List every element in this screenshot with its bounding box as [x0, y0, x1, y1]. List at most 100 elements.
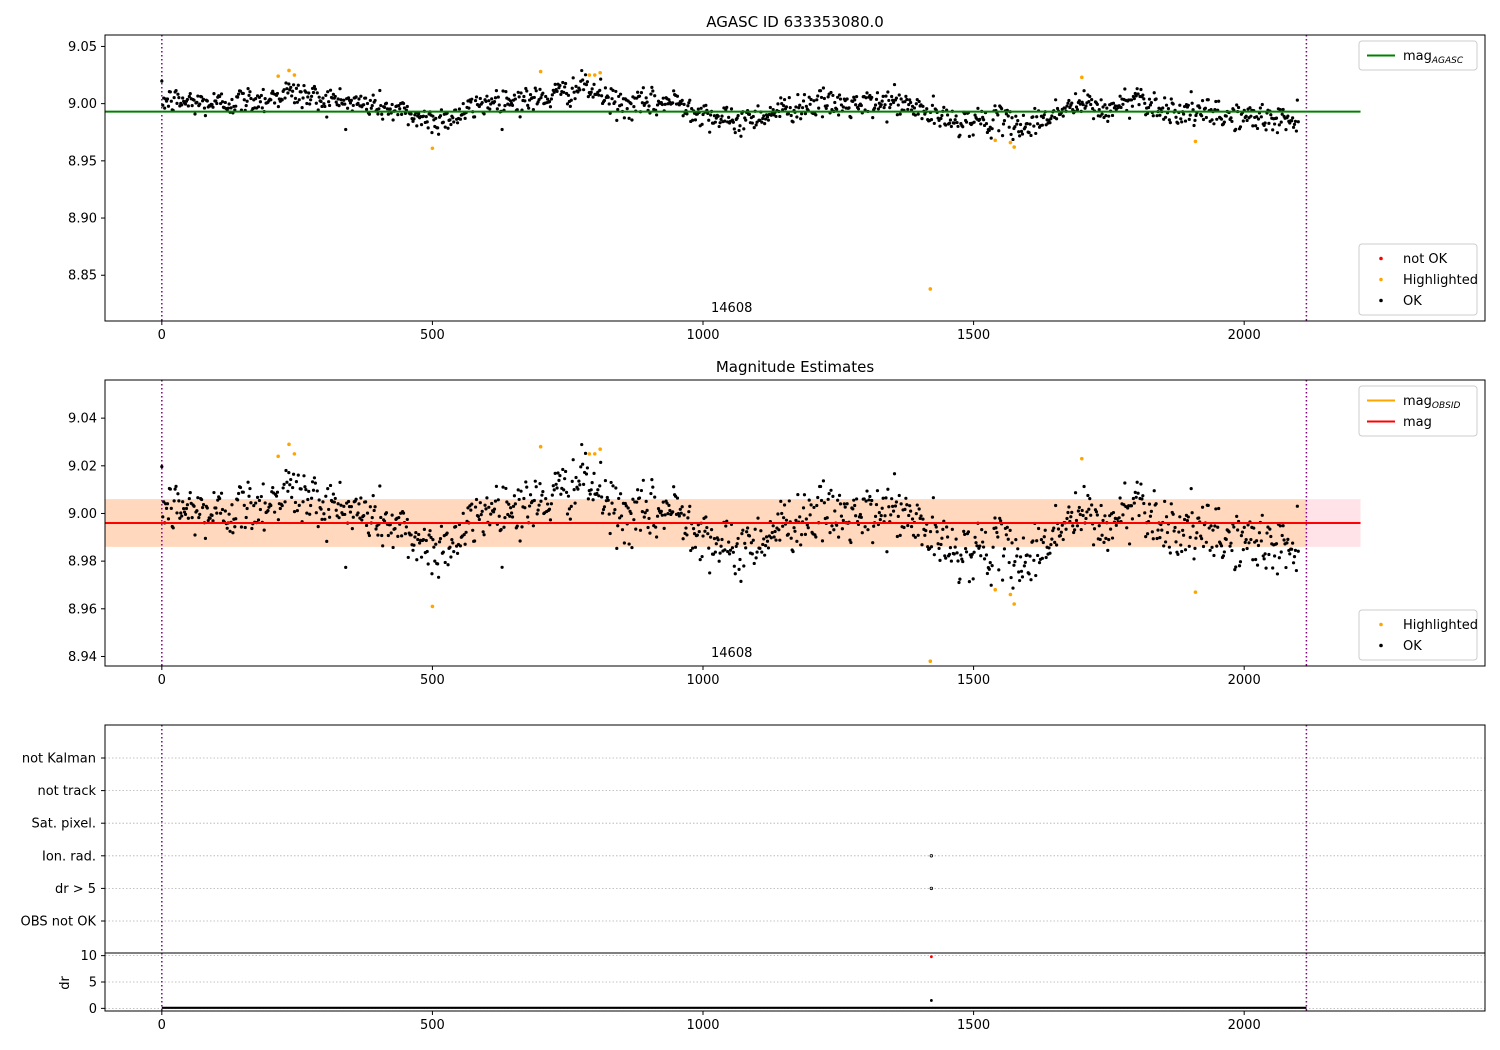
- estimates-ok-point: [1094, 510, 1099, 514]
- estimates-ok-point: [184, 506, 189, 511]
- estimates-ok-point: [563, 477, 567, 481]
- dr-x-tick-label: 500: [420, 1018, 445, 1033]
- estimates-ok-point: [697, 530, 701, 534]
- estimates-ok-point: [1212, 553, 1216, 558]
- agasc-ok-point: [1235, 103, 1239, 107]
- estimates-ok-point: [906, 523, 910, 528]
- agasc-ok-point: [1198, 106, 1202, 110]
- agasc-ok-point: [558, 83, 562, 88]
- agasc-ok-point: [284, 81, 288, 85]
- estimates-ok-point: [1179, 543, 1183, 547]
- agasc-ok-point: [955, 120, 959, 125]
- estimates-ok-point: [454, 525, 458, 529]
- estimates-ok-point: [1206, 503, 1210, 508]
- agasc-ok-point: [291, 83, 296, 87]
- estimates-ok-point: [1059, 530, 1063, 534]
- estimates-ok-point: [429, 535, 433, 540]
- agasc-ok-point: [1084, 104, 1088, 108]
- estimates-ok-point: [1065, 516, 1069, 521]
- agasc-ok-point: [1275, 131, 1280, 135]
- estimates-ok-point: [990, 564, 994, 568]
- estimates-highlighted-point: [292, 452, 297, 456]
- agasc-ok-point: [907, 102, 911, 107]
- estimates-ok-point: [548, 518, 553, 522]
- estimates-ok-point: [596, 488, 600, 492]
- estimates-ok-point: [403, 532, 408, 536]
- agasc-ok-point: [1161, 106, 1165, 110]
- estimates-ok-point: [342, 504, 346, 508]
- estimates-ok-point: [727, 540, 731, 544]
- agasc-highlighted-point: [592, 73, 597, 77]
- estimates-ok-point: [497, 514, 501, 518]
- estimates-ok-point: [934, 525, 938, 529]
- estimates-ok-point: [269, 503, 273, 508]
- estimates-frame: [104, 379, 1486, 667]
- agasc-ok-point: [873, 103, 878, 107]
- agasc-legend-box: [1358, 40, 1478, 71]
- estimates-ok-point: [632, 518, 636, 522]
- estimates-ok-point: [1054, 543, 1059, 547]
- estimates-highlighted-point: [598, 447, 602, 451]
- estimates-ok-point: [301, 500, 305, 504]
- agasc-ok-point: [180, 103, 184, 107]
- estimates-ok-point: [795, 539, 799, 543]
- agasc-ok-point: [835, 107, 839, 111]
- agasc-ok-point: [880, 99, 884, 103]
- estimates-ok-point: [579, 465, 583, 469]
- agasc-ok-point: [1048, 121, 1052, 125]
- estimates-ok-point: [348, 510, 353, 514]
- estimates-ok-point: [984, 553, 989, 557]
- estimates-ok-point: [915, 503, 919, 507]
- estimates-x-tick-label: 1000: [686, 673, 719, 688]
- estimates-ok-point: [982, 557, 987, 561]
- estimates-ok-point: [492, 507, 497, 511]
- estimates-ok-point: [491, 510, 496, 514]
- estimates-ok-point: [841, 518, 845, 523]
- agasc-obsid-label: 14608: [711, 301, 752, 316]
- estimates-ok-point: [613, 508, 617, 512]
- estimates-ok-point: [852, 498, 856, 502]
- agasc-ok-point: [1081, 103, 1085, 107]
- agasc-ok-point: [794, 105, 798, 109]
- agasc-ok-point: [585, 80, 590, 84]
- estimates-ok-point: [250, 526, 254, 531]
- agasc-ok-point: [586, 95, 590, 99]
- estimates-ok-point: [320, 517, 324, 521]
- estimates-ok-point: [866, 528, 870, 532]
- agasc-ok-point: [379, 103, 383, 108]
- agasc-ok-point: [909, 100, 913, 105]
- agasc-ok-point: [295, 100, 299, 104]
- estimates-ok-point: [958, 577, 962, 581]
- estimates-ok-point: [551, 484, 555, 488]
- estimates-ok-point: [806, 526, 810, 530]
- estimates-ok-point: [1295, 504, 1299, 508]
- estimates-ok-point: [571, 458, 575, 462]
- flags-foreground-layer: [929, 854, 934, 891]
- agasc-ok-point: [1104, 114, 1108, 118]
- estimates-ok-point: [667, 503, 671, 507]
- agasc-ok-point: [562, 90, 566, 94]
- estimates-ok-point: [271, 486, 275, 490]
- agasc-ok-point: [478, 96, 482, 101]
- agasc-ok-point: [531, 107, 535, 112]
- agasc-ok-point: [801, 99, 806, 103]
- agasc-ok-point: [967, 134, 971, 138]
- estimates-ok-point: [1073, 491, 1078, 495]
- agasc-ok-point: [185, 97, 190, 102]
- agasc-ok-point: [200, 95, 204, 99]
- estimates-ok-point: [328, 483, 333, 488]
- estimates-ok-point: [1181, 528, 1185, 532]
- estimates-ok-point: [784, 518, 789, 522]
- agasc-ok-point: [606, 95, 610, 99]
- estimates-ok-point: [1133, 490, 1137, 494]
- estimates-ok-point: [645, 508, 649, 512]
- estimates-ok-point: [478, 501, 482, 505]
- estimates-ok-point: [283, 500, 287, 504]
- estimates-ok-point: [231, 531, 235, 535]
- estimates-ok-point: [666, 512, 670, 516]
- estimates-ok-point: [1067, 505, 1071, 509]
- estimates-ok-point: [198, 512, 202, 517]
- estimates-ok-point: [782, 516, 786, 520]
- estimates-ok-point: [945, 535, 950, 539]
